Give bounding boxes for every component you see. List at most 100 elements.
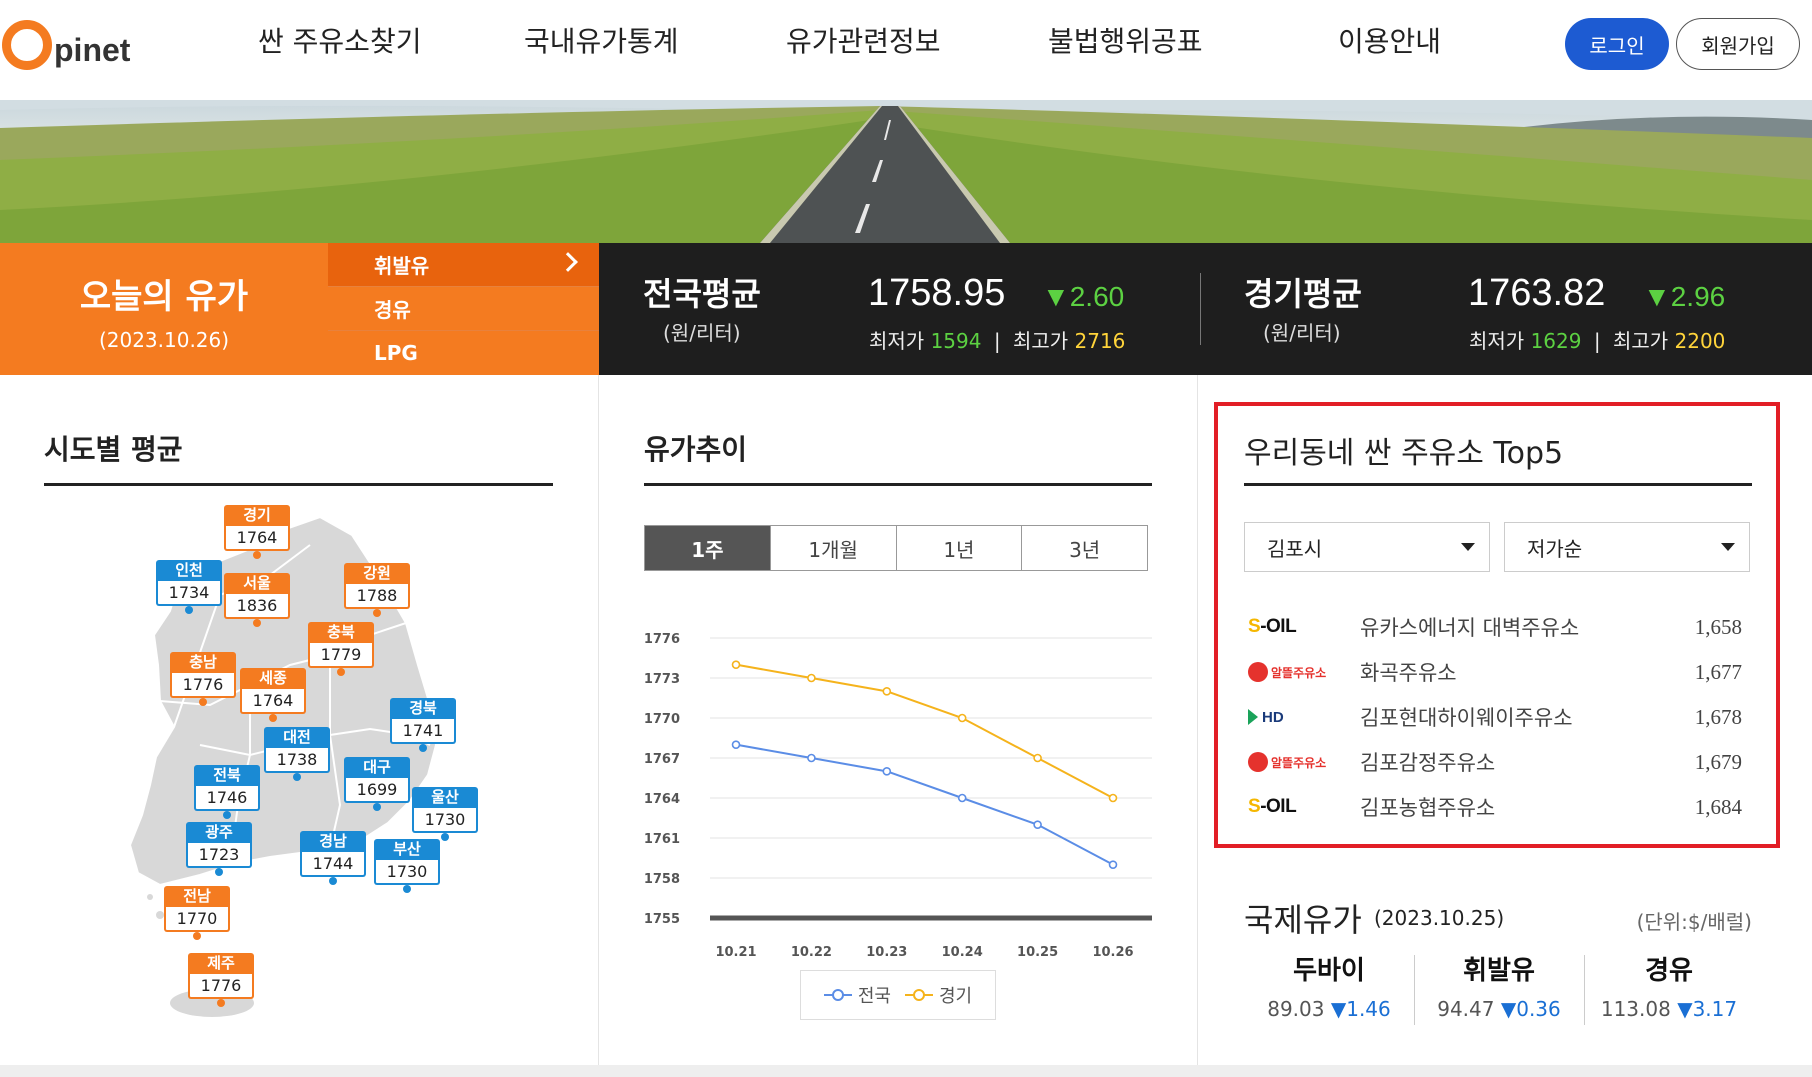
station-name: 김포농협주유소 [1360,796,1496,820]
region-ulsan[interactable]: 울산 1730 [412,787,478,841]
region-dot [441,833,449,841]
column-divider [1197,375,1198,1065]
gyeonggi-price: 1763.82 [1468,272,1606,314]
region-daegu[interactable]: 대구 1699 [344,757,410,811]
series-line-전국 [735,743,1114,866]
region-dot [199,698,207,706]
intl-divider [1584,955,1585,1025]
nav-guide[interactable]: 이용안내 [1338,25,1442,58]
region-gwangju[interactable]: 광주 1723 [186,822,252,876]
station-name: 화곡주유소 [1360,661,1457,685]
altteul-logo-icon: 알뜰주유소 [1248,657,1360,687]
header: pinet 싼 주유소찾기 국내유가통계 유가관련정보 불법행위공표 이용안내 … [0,0,1812,100]
fuel-tab-lpg[interactable]: LPG [328,331,599,375]
region-incheon[interactable]: 인천 1734 [156,560,222,614]
region-sejong[interactable]: 세종 1764 [240,668,306,722]
region-name: 부산 [374,839,440,860]
today-date: (2023.10.26) [98,328,230,352]
data-point [807,673,816,683]
legend-gyeonggi: 경기 [905,982,972,1008]
sort-select-value: 저가순 [1527,536,1583,561]
login-button[interactable]: 로그인 [1565,18,1669,70]
region-daejeon[interactable]: 대전 1738 [264,727,330,781]
intl-change: ▼0.36 [1500,997,1561,1021]
data-point [1108,860,1118,869]
nav-price-info[interactable]: 유가관련정보 [786,25,941,58]
station-row[interactable]: HD 김포현대하이웨이주유소 1,678 [1248,697,1778,737]
intl-change: ▼1.46 [1330,997,1391,1021]
hero-banner-road-image [0,100,1812,243]
region-gyeongnam[interactable]: 경남 1744 [300,831,366,885]
x-tick-label: 10.22 [791,945,832,960]
region-busan[interactable]: 부산 1730 [374,839,440,893]
region-value: 1779 [308,643,374,668]
period-tab-1year[interactable]: 1년 [896,526,1023,570]
data-point [807,753,816,763]
korea-regional-map: 경기 1764 인천 1734 서울 1836 강원 1788 충북 1779 … [120,505,480,1025]
region-select[interactable]: 김포시 [1244,522,1490,572]
region-chungbuk[interactable]: 충북 1779 [308,622,374,676]
station-row[interactable]: 알뜰주유소 김포감정주유소 1,679 [1248,742,1778,782]
region-jeonbuk[interactable]: 전북 1746 [194,765,260,819]
x-tick-label: 10.25 [1017,945,1058,960]
y-tick-label: 1761 [644,832,680,847]
region-name: 울산 [412,787,478,808]
region-name: 충남 [170,652,236,673]
intl-gasoline: 휘발유 94.47 ▼0.36 [1414,950,1584,1021]
region-value: 1741 [390,719,456,744]
station-price: 1,679 [1694,749,1742,774]
region-jeonnam[interactable]: 전남 1770 [164,886,230,940]
data-point [1033,753,1042,763]
series-line-경기 [735,663,1114,799]
sort-select[interactable]: 저가순 [1504,522,1750,572]
chart-legend: 전국 경기 [800,970,996,1020]
region-value: 1776 [170,673,236,698]
today-price-bar: 오늘의 유가 (2023.10.26) 휘발유 경유 LPG 전국평균 (원/리… [0,243,1812,375]
y-tick-label: 1764 [644,792,680,807]
legend-national: 전국 [823,982,891,1008]
intl-title: 국제유가 [1244,901,1362,939]
region-gangwon[interactable]: 강원 1788 [344,563,410,617]
station-row[interactable]: 알뜰주유소 화곡주유소 1,677 [1248,652,1778,692]
fuel-tab-diesel[interactable]: 경유 [328,287,599,331]
intl-value: 113.08 [1600,997,1671,1021]
station-row[interactable]: S -OIL 김포농협주유소 1,684 [1248,787,1778,827]
opinet-logo[interactable]: pinet [0,10,130,80]
caret-down-icon [1461,543,1475,551]
station-row[interactable]: S -OIL 유카스에너지 대벽주유소 1,658 [1248,607,1778,647]
region-seoul[interactable]: 서울 1836 [224,573,290,627]
nav-domestic-stats[interactable]: 국내유가통계 [524,25,679,58]
y-tick-label: 1755 [644,912,680,927]
region-value: 1770 [164,907,230,932]
fuel-tab-label: LPG [374,341,418,365]
nav-violation-disclosure[interactable]: 불법행위공표 [1048,25,1203,58]
region-chungnam[interactable]: 충남 1776 [170,652,236,706]
intl-value-row: 89.03 ▼1.46 [1244,997,1414,1021]
join-button[interactable]: 회원가입 [1676,18,1800,70]
region-value: 1699 [344,778,410,803]
region-value: 1730 [412,808,478,833]
gyeonggi-change: ▼2.96 [1643,281,1726,312]
period-tab-1month[interactable]: 1개월 [770,526,897,570]
y-tick-label: 1776 [644,632,680,647]
region-name: 대전 [264,727,330,748]
station-price: 1,684 [1694,794,1742,819]
period-tab-3year[interactable]: 3년 [1022,526,1147,570]
data-point [731,740,741,749]
period-tab-1week[interactable]: 1주 [645,526,771,570]
region-gyeongbuk[interactable]: 경북 1741 [390,698,456,752]
region-name: 경남 [300,831,366,852]
altteul-logo-icon: 알뜰주유소 [1248,747,1360,777]
top5-highlight-box [1214,402,1780,848]
intl-name: 경유 [1645,956,1693,986]
nav-find-cheap-station[interactable]: 싼 주유소찾기 [258,25,422,58]
region-gyeonggi[interactable]: 경기 1764 [224,505,290,559]
region-value: 1788 [344,584,410,609]
intl-value-row: 94.47 ▼0.36 [1414,997,1584,1021]
region-name: 전남 [164,886,230,907]
gyeonggi-title: 경기평균 [1244,275,1362,313]
region-jeju[interactable]: 제주 1776 [188,953,254,1007]
region-name: 경기 [224,505,290,526]
region-dot [215,868,223,876]
fuel-tab-gasoline[interactable]: 휘발유 [328,243,599,287]
